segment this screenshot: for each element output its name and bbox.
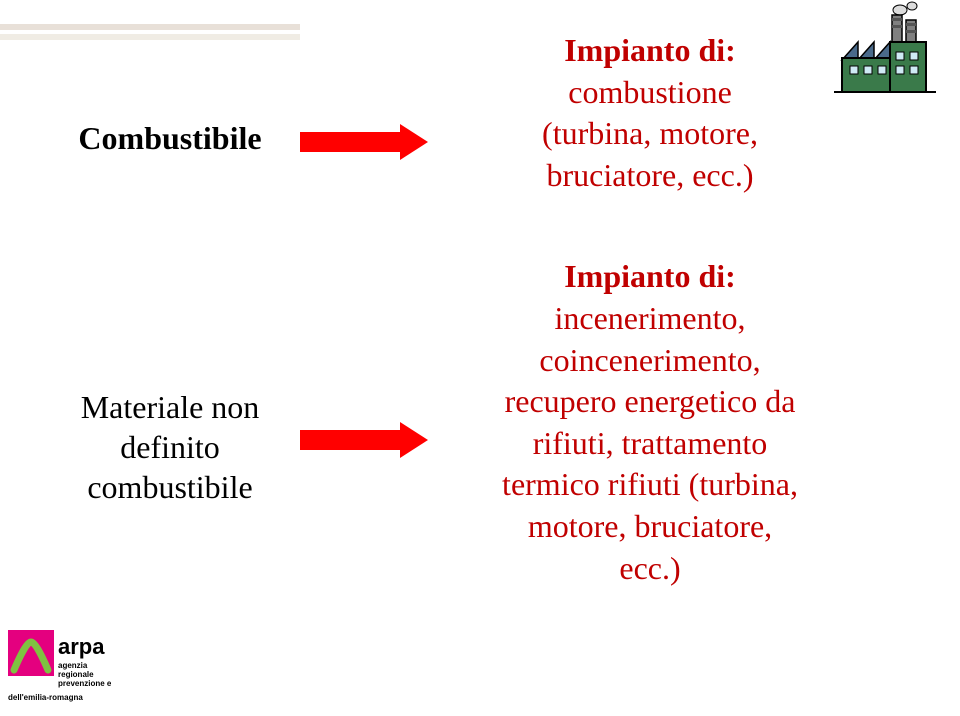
- impianto2-l7: ecc.): [440, 548, 860, 590]
- arpa-logo: arpa agenzia regionale prevenzione e del…: [8, 630, 148, 708]
- right-column: Impianto di: combustione (turbina, motor…: [440, 30, 860, 589]
- impianto-combustione: Impianto di: combustione (turbina, motor…: [440, 30, 860, 196]
- impianto1-l1: combustione: [440, 72, 860, 114]
- label-materiale: Materiale non definito combustibile: [40, 387, 300, 507]
- impianto1-l2: (turbina, motore,: [440, 113, 860, 155]
- svg-text:prevenzione e: prevenzione e: [58, 679, 112, 688]
- impianto2-l5: termico rifiuti (turbina,: [440, 464, 860, 506]
- impianto2-l4: rifiuti, trattamento: [440, 423, 860, 465]
- impianto2-l3: recupero energetico da: [440, 381, 860, 423]
- left-column: Combustibile Materiale non definito comb…: [40, 120, 300, 507]
- svg-text:dell'emilia-romagna: dell'emilia-romagna: [8, 693, 83, 702]
- svg-text:agenzia: agenzia: [58, 661, 88, 670]
- arrow-bottom: [300, 430, 400, 450]
- impianto2-l6: motore, bruciatore,: [440, 506, 860, 548]
- materiale-line1: Materiale non: [81, 389, 260, 425]
- impianto-incenerimento: Impianto di: incenerimento, coincenerime…: [440, 256, 860, 589]
- svg-text:regionale: regionale: [58, 670, 94, 679]
- arpa-logo-text: arpa: [58, 634, 105, 659]
- materiale-line2: definito: [120, 429, 220, 465]
- impianto1-l3: bruciatore, ecc.): [440, 155, 860, 197]
- label-combustibile: Combustibile: [40, 120, 300, 157]
- impianto2-l1: incenerimento,: [440, 298, 860, 340]
- arrow-top: [300, 132, 400, 152]
- impianto2-l2: coincenerimento,: [440, 340, 860, 382]
- impianto2-head: Impianto di:: [440, 256, 860, 298]
- impianto1-head: Impianto di:: [440, 30, 860, 72]
- materiale-line3: combustibile: [87, 469, 252, 505]
